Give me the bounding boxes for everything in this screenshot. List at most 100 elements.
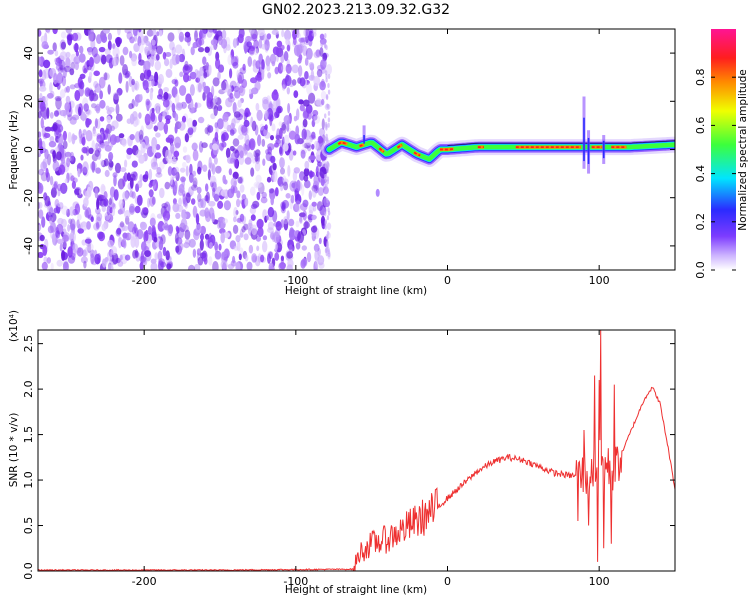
noise-blob [131,191,136,199]
noise-blob [219,228,226,235]
noise-blob [251,253,257,263]
noise-blob [184,31,191,38]
noise-blob [271,29,279,35]
noise-blob [139,72,145,82]
noise-blob [311,131,316,139]
noise-blob [212,77,220,87]
noise-blob [48,207,54,218]
noise-blob [261,69,265,80]
noise-blob [274,66,279,75]
noise-blob [132,249,137,259]
noise-blob [63,65,72,73]
noise-blob [60,218,67,228]
noise-blob [210,162,214,172]
noise-blob [118,72,123,84]
ridge-peak [359,143,365,147]
noise-blob [59,51,68,61]
noise-blob [319,80,326,91]
noise-blob [264,39,270,51]
noise-blob [84,238,92,244]
noise-blob [317,161,323,167]
snr-x-tick-label: 0 [444,575,451,588]
noise-blob [311,114,318,121]
noise-blob [292,170,298,182]
noise-blob [293,90,299,98]
noise-blob [118,237,123,243]
noise-blob [41,216,46,228]
noise-blob [144,229,149,242]
noise-blob [71,133,76,145]
noise-blob [87,29,94,35]
noise-blob [213,105,218,117]
noise-blob [74,203,81,215]
noise-blob [194,30,198,42]
noise-blob [38,56,42,66]
noise-blob [131,226,137,235]
noise-blob [104,145,112,152]
noise-blob [42,245,48,256]
noise-blob [164,115,172,121]
noise-blob [67,224,71,232]
noise-blob [165,68,173,78]
noise-blob [49,136,55,143]
noise-blob [43,132,51,138]
noise-blob [277,62,284,74]
noise-blob [297,138,304,145]
noise-blob [217,216,226,223]
noise-blob [258,38,263,49]
noise-blob [104,48,111,56]
noise-blob [304,180,311,189]
noise-blob [185,93,192,104]
noise-blob [66,85,70,93]
noise-blob [157,250,163,262]
noise-blob [211,212,215,223]
noise-blob [232,171,239,180]
noise-blob [261,138,266,147]
noise-blob [266,63,271,72]
noise-blob [126,147,134,155]
noise-blob [303,221,310,229]
noise-blob [292,150,297,156]
noise-blob [187,264,196,270]
noise-blob [267,146,273,155]
noise-blob [300,259,306,269]
snr-y-tick-label: 0.0 [22,562,35,580]
noise-blob [66,208,71,218]
noise-blob [210,39,218,46]
noise-blob [216,104,223,112]
noise-blob [184,239,191,245]
noise-blob [174,93,180,104]
noise-blob [148,182,153,188]
noise-blob [153,236,158,243]
noise-blob [327,74,331,80]
snr-x-tick-label: -200 [132,575,157,588]
noise-blob [59,243,63,252]
noise-blob [135,250,139,258]
noise-blob [251,224,258,236]
noise-blob [273,231,280,244]
noise-blob [104,72,108,81]
noise-blob [82,129,87,136]
noise-blob [227,54,233,66]
noise-blob [69,68,75,76]
noise-blob [141,258,147,264]
noise-blob [243,145,248,155]
noise-blob [277,176,285,187]
noise-blob [122,46,129,56]
noise-blob [326,230,330,236]
noise-blob [326,103,330,109]
noise-blob [308,62,315,68]
noise-blob [138,59,145,66]
noise-blob [260,196,268,204]
noise-blob [105,54,113,63]
noise-blob [274,142,279,148]
noise-blob [117,209,123,215]
noise-blob [214,250,222,260]
noise-blob [58,59,66,71]
noise-blob [316,171,320,178]
noise-blob [311,185,318,192]
noise-blob [327,252,331,258]
noise-blob [91,103,97,109]
noise-blob [47,225,54,234]
